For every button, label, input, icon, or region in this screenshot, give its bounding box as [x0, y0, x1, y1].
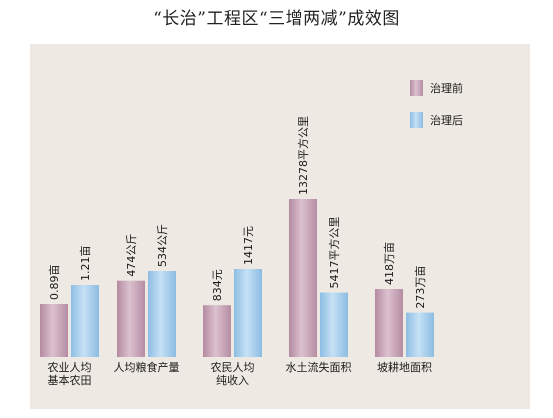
value-label-before-2: 834元	[211, 269, 224, 301]
chart-title: “长治”工程区“三增两减”成效图	[153, 9, 400, 29]
bar-before-1	[117, 280, 145, 357]
category-label-2-0: 农民人均	[211, 360, 255, 374]
bar-after-4	[406, 312, 434, 357]
bar-after-3	[320, 292, 348, 357]
category-label-3-0: 水土流失面积	[286, 360, 352, 374]
value-label-before-0: 0.89亩	[47, 265, 61, 301]
bar-before-2	[203, 305, 231, 357]
value-label-after-0: 1.21亩	[78, 246, 92, 282]
bar-after-1	[148, 271, 176, 357]
value-label-before-3: 13278平方公里	[296, 116, 310, 195]
legend-label-0: 治理前	[430, 81, 463, 95]
value-label-before-1: 474公斤	[125, 234, 138, 277]
legend-swatch-0	[410, 80, 423, 96]
category-label-4-0: 坡耕地面积	[377, 360, 432, 374]
category-label-0-0: 农业人均	[48, 360, 92, 374]
bar-after-0	[71, 285, 99, 357]
bar-before-0	[40, 304, 68, 357]
chart-panel: 0.89亩 1.21亩农业人均 基本农田 474公斤 534公斤人均粮食产量 834元 14…	[30, 44, 530, 409]
value-label-after-4: 273万亩	[413, 266, 427, 309]
bar-before-3	[289, 199, 317, 357]
value-label-after-1: 534公斤	[156, 224, 169, 267]
value-label-after-2: 1417元	[242, 226, 255, 265]
category-label-2-1: 纯收入	[216, 373, 249, 387]
bar-after-2	[234, 269, 262, 357]
legend-label-1: 治理后	[430, 113, 463, 127]
category-label-1-0: 人均粮食产量	[114, 360, 180, 374]
bar-before-4	[375, 289, 403, 357]
value-label-before-4: 418万亩	[382, 242, 396, 285]
category-label-0-1: 基本农田	[48, 373, 92, 387]
legend-swatch-1	[410, 112, 423, 128]
value-label-after-3: 5417平方公里	[327, 217, 341, 289]
